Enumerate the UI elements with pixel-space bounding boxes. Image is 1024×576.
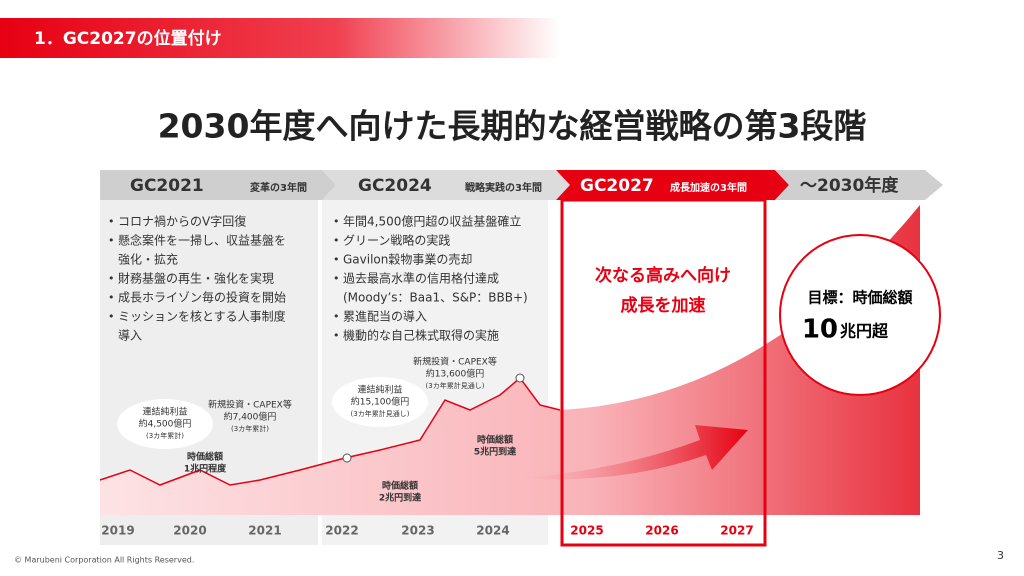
- gc2027-frame: [560, 198, 767, 547]
- phase-subtitle: 成長加速の3年間: [670, 181, 747, 194]
- year-label: 2027: [720, 524, 753, 538]
- section-title: 1．GC2027の位置付け: [34, 28, 222, 49]
- bullet-dot: •: [333, 329, 340, 342]
- market-cap-line: [99, 376, 561, 486]
- year-label: 2023: [401, 524, 434, 538]
- bullet-text: 成長ホライゾン毎の投資を開始: [118, 290, 286, 305]
- year-label: 2025: [570, 524, 603, 538]
- bullet-dot: •: [333, 253, 340, 266]
- bullet-text: 導入: [118, 329, 142, 343]
- bullet-text: 機動的な自己株式取得の実施: [343, 328, 499, 343]
- slide-title: 2030年度へ向けた長期的な経営戦略の第3段階: [158, 107, 867, 146]
- phase-subtitle: 戦略実践の3年間: [465, 181, 542, 194]
- annotation-text: 時価総額: [187, 451, 223, 463]
- bullet-dot: •: [108, 215, 115, 228]
- annotation-text: 時価総額: [382, 480, 418, 492]
- bullet-dot: •: [108, 272, 115, 285]
- bullet-dot: •: [108, 291, 115, 304]
- bullet-text: コロナ禍からのV字回復: [118, 214, 246, 229]
- annotation-text: 時価総額: [477, 434, 513, 446]
- bullet-text: グリーン戦略の実践: [343, 233, 450, 248]
- bullet-text: Gavilon穀物事業の売却: [343, 252, 472, 267]
- phase-chevron: [775, 170, 943, 200]
- bullet-dot: •: [108, 234, 115, 247]
- annotation-text: 連結純利益: [357, 384, 402, 396]
- bullet-text: 累進配当の導入: [343, 310, 427, 324]
- target-unit: 兆円超: [840, 322, 889, 341]
- annotation-text: 約7,400億円: [224, 411, 277, 423]
- phase-name: GC2021: [130, 176, 204, 196]
- bullet-text: 年間4,500億円超の収益基盤確立: [343, 214, 521, 229]
- marker: [515, 373, 525, 383]
- bullet-text: 強化・拡充: [118, 252, 178, 267]
- annotation-text: 2兆円到達: [379, 492, 421, 504]
- bullet-dot: •: [108, 310, 115, 323]
- annotation-text: 新規投資・CAPEX等: [208, 399, 292, 411]
- bullet-text: 懸念案件を一掃し、収益基盤を: [118, 233, 286, 248]
- year-label: 2026: [645, 524, 678, 538]
- annotation-text: 5兆円到達: [474, 446, 516, 458]
- phase-message: 成長を加速: [621, 295, 706, 316]
- year-label: 2020: [173, 524, 206, 538]
- growth-arrow: [520, 425, 748, 480]
- annotation-text: (3カ年累計見通し): [426, 381, 485, 390]
- phase-subtitle: 変革の3年間: [250, 181, 307, 194]
- annotation-text: 連結純利益: [142, 406, 187, 418]
- phase-name: ～2030年度: [800, 175, 899, 196]
- bullet-text: (Moody’s：Baa1、S&P：BBB+): [343, 291, 528, 305]
- annotation-text: (3カ年累計見通し): [351, 409, 410, 418]
- phase-chevron: [556, 170, 789, 200]
- phase-name: GC2024: [358, 176, 432, 196]
- phase-chevron: [100, 170, 336, 200]
- annotation-text: (3カ年累計): [146, 431, 184, 440]
- year-label: 2022: [325, 524, 358, 538]
- bullet-text: ミッションを核とする人事制度: [118, 309, 286, 324]
- bullet-text: 過去最高水準の信用格付達成: [343, 271, 499, 286]
- bullet-text: 財務基盤の再生・強化を実現: [118, 271, 274, 286]
- annotation-text: 新規投資・CAPEX等: [413, 356, 497, 368]
- year-label: 2024: [476, 524, 509, 538]
- target-label: 目標：時価総額: [807, 289, 912, 307]
- bullet-dot: •: [333, 234, 340, 247]
- marker: [342, 453, 352, 463]
- year-label: 2019: [101, 524, 134, 538]
- annotation-text: 約15,100億円: [351, 396, 410, 408]
- bullet-dot: •: [333, 310, 340, 323]
- target-circle: [779, 234, 941, 396]
- target-value: 10: [802, 315, 838, 345]
- bullet-dot: •: [333, 272, 340, 285]
- annotation-text: 約4,500億円: [139, 418, 192, 430]
- phase-message: 次なる高みへ向け: [595, 265, 731, 286]
- year-label: 2021: [248, 524, 281, 538]
- annotation-text: 約13,600億円: [426, 368, 485, 380]
- phase-name: GC2027: [580, 176, 654, 196]
- annotation-text: (3カ年累計): [231, 424, 269, 433]
- annotation-bg: [117, 399, 213, 449]
- annotation-text: 1兆円程度: [184, 463, 227, 475]
- copyright: © Marubeni Corporation All Rights Reserv…: [14, 556, 194, 565]
- header-band: [0, 18, 560, 58]
- page-number: 3: [997, 549, 1004, 562]
- phase-chevron: [322, 170, 570, 200]
- bullet-dot: •: [333, 215, 340, 228]
- annotation-bg: [332, 377, 428, 427]
